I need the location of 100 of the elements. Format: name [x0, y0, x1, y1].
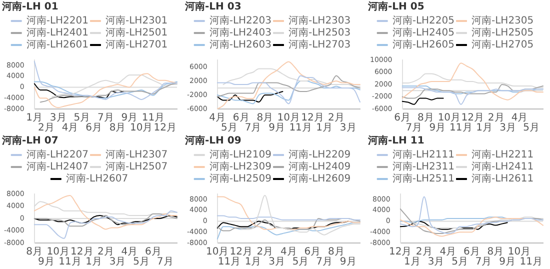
legend-label: 河南-LH2607: [66, 172, 128, 185]
legend-label: 河南-LH2111: [392, 148, 455, 161]
x-tick-label: 7月: [244, 122, 262, 134]
legend-label: 河南-LH2211: [472, 148, 534, 161]
x-tick-label: 4月: [511, 112, 528, 124]
x-tick-label: 5月: [452, 256, 468, 268]
x-tick-label: 6月: [394, 112, 410, 124]
x-tick-label: 10月: [130, 122, 153, 134]
x-tick-label: 8月: [487, 246, 504, 258]
legend-label: 河南-LH2411: [472, 160, 534, 173]
x-tick-label: 5月: [221, 122, 238, 134]
x-tick-label: 1月: [86, 256, 102, 268]
legend-label: 河南-LH2703: [288, 38, 351, 51]
x-tick-label: 9月: [121, 112, 138, 124]
legend-label: 河南-LH2303: [288, 14, 351, 27]
x-tick-label: 2月: [416, 246, 432, 258]
x-tick-label: 11月: [142, 112, 165, 124]
x-tick-label: 10月: [46, 246, 70, 258]
x-tick-label: 12月: [154, 122, 176, 134]
x-tick-label: 2月: [256, 246, 274, 258]
x-tick-label: 9月: [429, 122, 446, 134]
legend-label: 河南-LH2209: [288, 148, 351, 161]
legend-label: 河南-LH2109: [209, 148, 272, 161]
x-tick-label: 4月: [121, 246, 138, 258]
x-tick-label: 5月: [133, 256, 150, 268]
legend-label: 河南-LH2307: [106, 148, 168, 161]
legend-label: 河南-LH2203: [209, 14, 272, 27]
legend-label: 河南-LH2205: [392, 14, 455, 27]
x-tick-label: 9月: [499, 256, 516, 268]
legend-label: 河南-LH2511: [392, 172, 455, 185]
x-tick-label: 11月: [450, 122, 472, 134]
x-tick-label: 12月: [301, 112, 324, 124]
x-tick-label: 6月: [145, 246, 162, 258]
legend-label: 河南-LH2401: [26, 26, 89, 39]
x-tick-label: 1月: [26, 112, 43, 124]
legend-label: 河南-LH2301: [106, 14, 168, 27]
legend-label: 河南-LH2503: [288, 26, 351, 39]
x-tick-label: 6月: [463, 246, 480, 258]
legend-label: 河南-LH2403: [209, 26, 272, 39]
x-tick-label: 8月: [26, 246, 43, 258]
x-tick-label: 11月: [520, 256, 542, 268]
legend-label: 河南-LH2407: [26, 160, 89, 173]
x-tick-label: 12月: [70, 246, 94, 258]
x-tick-label: 3月: [500, 122, 516, 134]
legend-label: 河南-LH2609: [288, 172, 351, 185]
x-tick-label: 3月: [268, 256, 285, 268]
x-tick-label: 12月: [461, 112, 484, 124]
x-tick-label: 10月: [277, 112, 300, 124]
x-tick-label: 5月: [292, 256, 309, 268]
x-tick-label: 4月: [62, 122, 78, 134]
x-tick-label: 8月: [328, 246, 344, 258]
x-tick-label: 1月: [476, 122, 493, 134]
x-tick-label: 7月: [97, 112, 114, 124]
x-tick-label: 4月: [280, 246, 297, 258]
chart-title: 河南-LH 01: [1, 0, 58, 13]
legend-label: 河南-LH2705: [472, 38, 534, 51]
x-tick-label: 5月: [74, 112, 90, 124]
x-tick-label: 11月: [58, 256, 82, 268]
x-tick-label: 12月: [388, 246, 412, 258]
x-tick-label: 6月: [86, 122, 102, 134]
x-tick-label: 8月: [109, 122, 126, 134]
x-tick-label: 7月: [156, 256, 174, 268]
chart-title: 河南-LH 09: [184, 134, 242, 147]
x-tick-label: 11月: [289, 122, 312, 134]
legend-label: 河南-LH2505: [472, 26, 534, 39]
legend-label: 河南-LH2603: [209, 38, 272, 51]
legend-label: 河南-LH2311: [392, 160, 455, 173]
legend-label: 河南-LH2601: [26, 38, 89, 51]
legend-label: 河南-LH2207: [26, 148, 89, 161]
x-tick-label: 12月: [230, 246, 252, 258]
x-tick-label: 10月: [508, 246, 531, 258]
x-tick-label: 6月: [232, 112, 250, 124]
x-tick-label: 10月: [438, 112, 461, 124]
x-tick-label: 1月: [404, 256, 420, 268]
legend-label: 河南-LH2701: [106, 38, 168, 51]
x-tick-label: 7月: [316, 256, 333, 268]
x-tick-label: 7月: [475, 256, 492, 268]
x-tick-label: 9月: [268, 122, 285, 134]
chart-title: 河南-LH 11: [367, 134, 424, 147]
x-tick-label: 9月: [340, 256, 356, 268]
legend-label: 河南-LH2501: [106, 26, 168, 39]
x-tick-label: 3月: [428, 256, 444, 268]
x-tick-label: 2月: [488, 112, 504, 124]
x-tick-label: 4月: [440, 246, 456, 258]
x-tick-label: 10月: [206, 246, 229, 258]
x-tick-label: 1月: [244, 256, 262, 268]
x-tick-label: 3月: [50, 112, 66, 124]
legend-label: 河南-LH2305: [472, 14, 534, 27]
x-tick-label: 1月: [316, 122, 333, 134]
x-tick-label: 7月: [406, 122, 422, 134]
x-tick-label: 5月: [523, 122, 540, 134]
legend-label: 河南-LH2611: [472, 172, 534, 185]
chart-title: 河南-LH 05: [367, 0, 424, 13]
x-tick-label: 3月: [340, 122, 356, 134]
legend-label: 河南-LH2605: [392, 38, 455, 51]
legend-label: 河南-LH2509: [209, 172, 272, 185]
chart-title: 河南-LH 07: [1, 134, 58, 147]
legend-label: 河南-LH2507: [106, 160, 168, 173]
x-tick-label: 8月: [418, 112, 434, 124]
chart-title: 河南-LH 03: [184, 0, 242, 13]
